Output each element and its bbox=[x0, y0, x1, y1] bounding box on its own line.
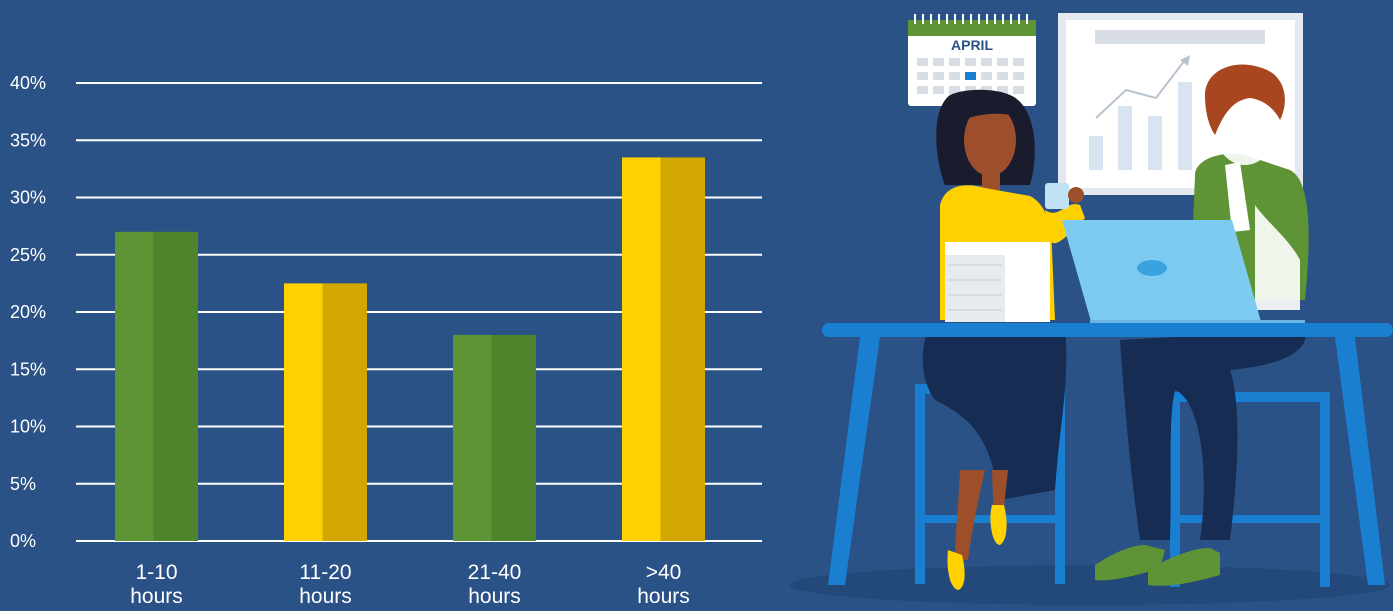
calendar-icon: APRIL bbox=[908, 14, 1036, 106]
bar-left-face bbox=[622, 157, 661, 542]
bar bbox=[453, 334, 536, 541]
table bbox=[822, 323, 1393, 585]
y-tick-label: 30% bbox=[10, 188, 46, 208]
x-category-label: hours bbox=[637, 585, 690, 608]
x-category-label: >40 bbox=[646, 561, 682, 584]
y-tick-label: 0% bbox=[10, 531, 36, 551]
y-tick-label: 5% bbox=[10, 474, 36, 494]
floor-shadow bbox=[790, 565, 1390, 605]
bar-left-face bbox=[284, 283, 323, 541]
x-category-label: 21-40 bbox=[468, 561, 522, 584]
x-category-label: hours bbox=[130, 585, 183, 608]
bar-left-face bbox=[115, 231, 154, 541]
y-tick-label: 10% bbox=[10, 417, 46, 437]
y-tick-label: 25% bbox=[10, 245, 46, 265]
x-category-label: hours bbox=[468, 585, 521, 608]
bar-right-face bbox=[660, 157, 705, 542]
bar-left-face bbox=[453, 334, 492, 541]
calendar-month: APRIL bbox=[951, 37, 993, 53]
bar-right-face bbox=[153, 231, 198, 541]
y-tick-label: 35% bbox=[10, 130, 46, 150]
x-category-label: 11-20 bbox=[299, 561, 351, 584]
bar-right-face bbox=[322, 283, 367, 541]
chair-right bbox=[1170, 392, 1330, 587]
y-tick-label: 20% bbox=[10, 302, 46, 322]
y-tick-label: 15% bbox=[10, 359, 46, 379]
y-axis-ticks: 0% 5% 10% 15% 20% 25% 30% 35% 40% bbox=[10, 73, 46, 551]
y-tick-label: 40% bbox=[10, 73, 46, 93]
x-category-label: 1-10 bbox=[135, 561, 177, 584]
bar bbox=[622, 157, 705, 542]
paper-stack bbox=[945, 242, 1050, 322]
bar bbox=[284, 283, 367, 541]
bar-right-face bbox=[491, 334, 536, 541]
x-category-label: hours bbox=[299, 585, 352, 608]
bar bbox=[115, 231, 198, 541]
bar-chart: 0%5%10%15%20%25%30%35%40% 1-10hours11-20… bbox=[10, 73, 762, 608]
bars bbox=[115, 157, 705, 542]
